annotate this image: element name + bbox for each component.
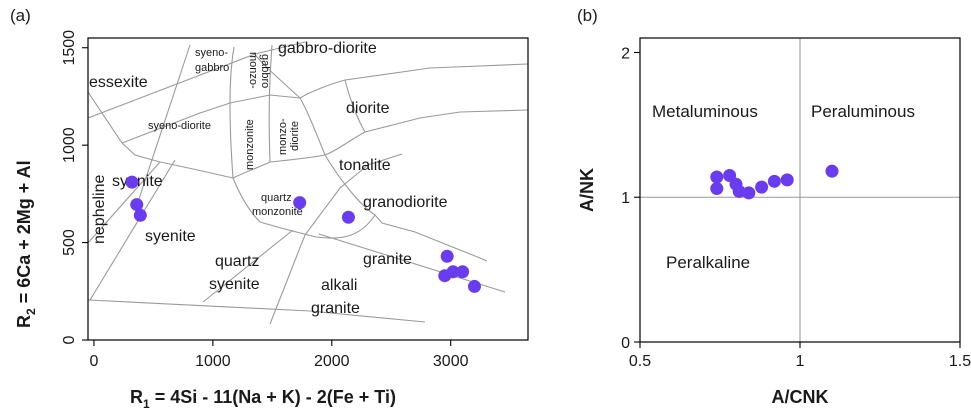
field-nepheline: nepheline xyxy=(91,175,108,245)
field-quartz-monzonite-2: monzonite xyxy=(252,206,303,218)
field-monzo-gabbro-1: monzo- xyxy=(247,52,259,89)
data-point xyxy=(755,180,769,194)
field-quartz-monzonite-1: quartz xyxy=(261,192,292,204)
field-labels: essexite syeno- gabbro monzo- gabbro gab… xyxy=(89,40,448,317)
x-tick-label: 3000 xyxy=(433,353,469,370)
data-point xyxy=(133,208,147,222)
region-metaluminous: Metaluminous xyxy=(652,102,758,121)
y-axis-ticks-b: 0 1 2 xyxy=(621,45,640,352)
field-tonalite: tonalite xyxy=(339,157,391,174)
data-points-b xyxy=(710,164,839,200)
field-granite: granite xyxy=(363,251,412,268)
field-diorite: diorite xyxy=(346,100,390,117)
x-axis-ticks-a: 0 1000 2000 3000 xyxy=(89,340,469,370)
x-axis-label-a: R1 = 4Si - 11(Na + K) - 2(Fe + Ti) xyxy=(130,387,396,411)
x-tick-label: 1.5 xyxy=(949,353,971,370)
field-quartz-syenite-1: quartz xyxy=(215,253,259,270)
data-point xyxy=(125,175,139,189)
y-tick-label: 0 xyxy=(61,335,78,344)
y-tick-label: 2 xyxy=(621,45,630,62)
data-point xyxy=(341,210,355,224)
y-axis-ticks-a: 0 500 1000 1500 xyxy=(61,30,88,344)
field-quartz-syenite-2: syenite xyxy=(209,276,260,293)
panel-a: (a) essexite xyxy=(10,6,529,411)
data-point xyxy=(467,279,481,293)
data-point xyxy=(446,265,460,279)
x-tick-label: 1 xyxy=(796,353,805,370)
data-point xyxy=(456,265,470,279)
data-point xyxy=(780,173,794,187)
data-point xyxy=(710,170,724,184)
panel-a-label: (a) xyxy=(10,6,31,25)
field-alkali-granite-2: granite xyxy=(311,300,360,317)
data-point xyxy=(440,249,454,263)
y-tick-label: 1000 xyxy=(61,127,78,163)
y-tick-label: 1 xyxy=(621,190,630,207)
data-point xyxy=(130,198,144,212)
x-tick-label: 2000 xyxy=(314,353,350,370)
field-syenite: syenite xyxy=(145,228,196,245)
field-essexite: essexite xyxy=(89,74,148,91)
field-monzonite: monzonite xyxy=(244,119,256,170)
data-point xyxy=(732,184,746,198)
field-syeno-gabbro-1: syeno- xyxy=(195,47,228,59)
field-syeno-gabbro-2: gabbro xyxy=(195,62,229,74)
y-axis-label-a: R2 = 6Ca + 2Mg + Al xyxy=(14,160,38,328)
panel-b: (b) Metaluminous Peraluminous Peralkalin… xyxy=(577,6,971,407)
field-monzo-diorite-2: diorite xyxy=(289,121,301,151)
x-tick-label: 0 xyxy=(89,353,98,370)
region-peralkaline: Peralkaline xyxy=(666,253,750,272)
field-syeno-diorite: syeno-diorite xyxy=(148,120,211,132)
field-monzo-diorite-1: monzo- xyxy=(277,118,289,155)
x-tick-label: 0.5 xyxy=(629,353,651,370)
x-axis-ticks-b: 0.5 1 1.5 xyxy=(629,342,971,370)
x-axis-label-b: A/CNK xyxy=(772,387,829,407)
y-tick-label: 1500 xyxy=(61,30,78,66)
data-points-a xyxy=(125,175,481,293)
data-point xyxy=(825,164,839,178)
field-gabbro-diorite: gabbro-diorite xyxy=(278,40,377,57)
data-point xyxy=(767,174,781,188)
panel-b-label: (b) xyxy=(577,6,598,25)
data-point xyxy=(742,186,756,200)
plot-frame-a xyxy=(87,37,529,341)
data-point xyxy=(710,182,724,196)
y-tick-label: 500 xyxy=(61,229,78,256)
field-granodiorite: granodiorite xyxy=(363,194,448,211)
data-point xyxy=(293,196,307,210)
y-tick-label: 0 xyxy=(621,335,630,352)
y-axis-label-b: A/NK xyxy=(577,168,597,212)
field-monzo-gabbro-2: gabbro xyxy=(259,54,271,88)
field-alkali-granite-1: alkali xyxy=(321,277,357,294)
x-tick-label: 1000 xyxy=(195,353,231,370)
region-peraluminous: Peraluminous xyxy=(811,102,915,121)
